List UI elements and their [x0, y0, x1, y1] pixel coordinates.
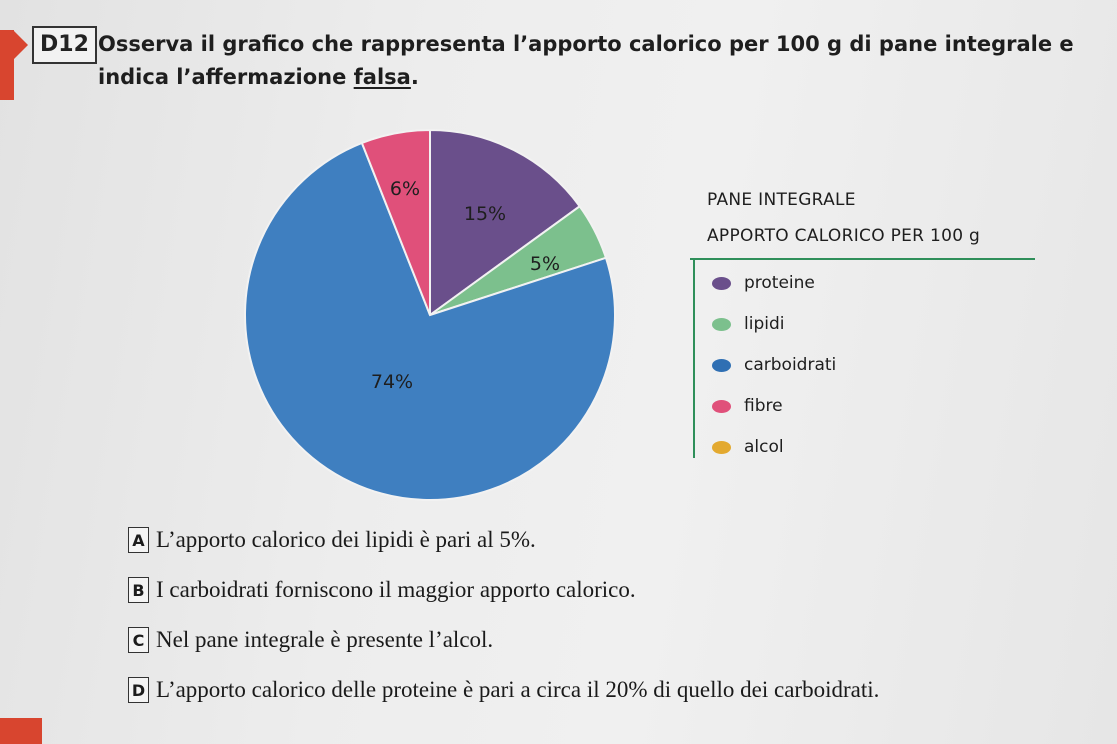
option-text: I carboidrati forniscono il maggior appo…: [156, 577, 636, 602]
legend-item-alcol: alcol: [712, 434, 784, 460]
question-text-end: .: [410, 65, 419, 89]
option-text: L’apporto calorico delle proteine è pari…: [156, 677, 880, 702]
legend-label-fibre: fibre: [744, 396, 783, 416]
legend-label-carboidrati: carboidrati: [744, 355, 837, 375]
question-text-start: Osserva il grafico che rappresenta l’app…: [98, 32, 1074, 89]
pie-label-proteine: 15%: [464, 203, 506, 225]
question-text: Osserva il grafico che rappresenta l’app…: [98, 28, 1078, 94]
arrow-icon: [14, 31, 28, 59]
legend-item-fibre: fibre: [712, 393, 783, 419]
option-letter[interactable]: C: [128, 627, 149, 653]
option-c[interactable]: C Nel pane integrale è presente l’alcol.: [128, 627, 493, 653]
legend-swatch-proteine: [712, 276, 731, 290]
pie-label-fibre: 6%: [390, 178, 420, 200]
option-text: L’apporto calorico dei lipidi è pari al …: [156, 527, 536, 552]
pie-slices: [244, 128, 616, 501]
legend-swatch-lipidi: [712, 317, 731, 331]
question-header: D12: [14, 26, 97, 64]
pie-slice-carboidrati: [244, 141, 616, 501]
legend-swatch-fibre: [712, 399, 731, 413]
legend-swatch-carboidrati: [712, 358, 731, 372]
section-marker: [0, 30, 14, 100]
pie-slice-fibre: [360, 128, 431, 316]
legend-divider: [690, 258, 1035, 260]
option-letter[interactable]: B: [128, 577, 149, 603]
legend-item-proteine: proteine: [712, 270, 815, 296]
pie-slice-proteine: [429, 128, 582, 317]
next-question-marker: [0, 718, 42, 744]
legend-item-lipidi: lipidi: [712, 311, 784, 337]
option-letter[interactable]: D: [128, 677, 149, 703]
legend-label-alcol: alcol: [744, 437, 784, 457]
option-letter[interactable]: A: [128, 527, 149, 553]
legend-label-proteine: proteine: [744, 273, 815, 293]
option-a[interactable]: A L’apporto calorico dei lipidi è pari al…: [128, 527, 536, 553]
legend-swatch-alcol: [712, 440, 731, 454]
legend-item-carboidrati: carboidrati: [712, 352, 836, 378]
pie-labels: 15% 5% 74% 6%: [371, 178, 560, 393]
pie-label-carboidrati: 74%: [371, 371, 413, 393]
legend-label-lipidi: lipidi: [744, 314, 785, 334]
option-text: Nel pane integrale è presente l’alcol.: [156, 627, 494, 652]
question-number: D12: [32, 26, 97, 64]
legend-title: PANE INTEGRALE: [707, 190, 856, 210]
legend-subtitle: APPORTO CALORICO PER 100 g: [707, 226, 981, 246]
option-d[interactable]: D L’apporto calorico delle proteine è par…: [128, 677, 879, 703]
option-b[interactable]: B I carboidrati forniscono il maggior app…: [128, 577, 636, 603]
legend-border: [693, 258, 695, 458]
question-emphasis: falsa: [353, 65, 411, 89]
pie-label-lipidi: 5%: [530, 253, 560, 275]
